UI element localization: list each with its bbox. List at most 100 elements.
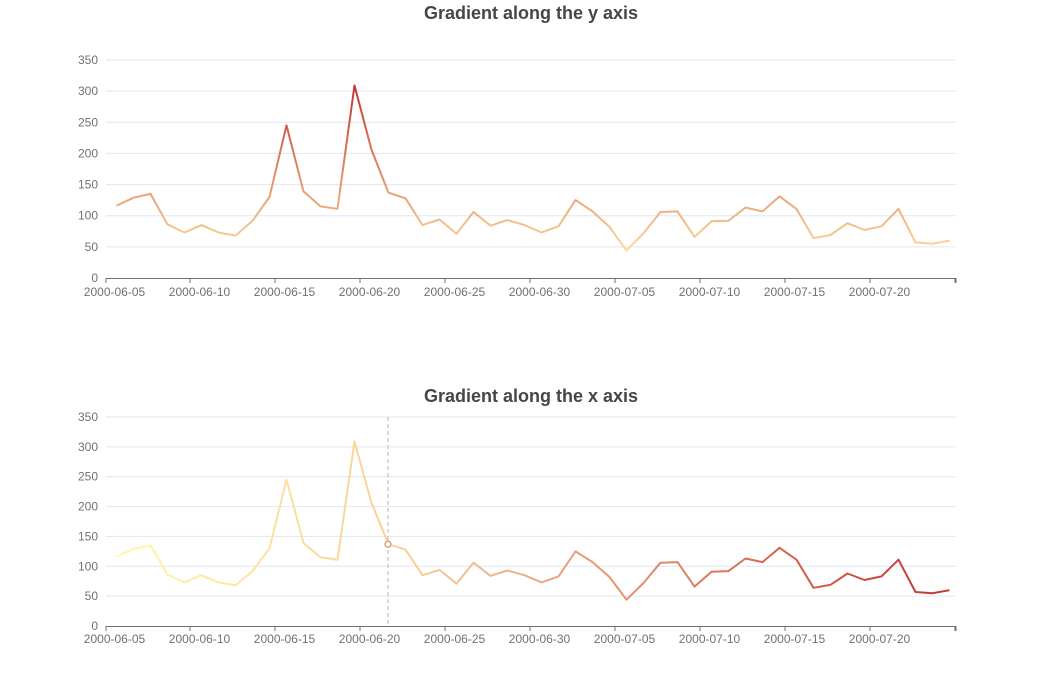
data-point[interactable] xyxy=(165,572,171,578)
data-point[interactable] xyxy=(930,241,936,247)
data-point[interactable] xyxy=(777,545,783,551)
data-point[interactable] xyxy=(505,567,511,573)
data-point[interactable] xyxy=(556,573,562,579)
series-line[interactable] xyxy=(114,83,953,254)
data-point[interactable] xyxy=(420,222,426,228)
series-polyline[interactable] xyxy=(116,440,950,601)
data-point[interactable] xyxy=(624,248,630,254)
data-point[interactable] xyxy=(454,581,460,587)
data-point[interactable] xyxy=(335,557,341,563)
data-point[interactable] xyxy=(437,567,443,573)
data-point[interactable] xyxy=(930,590,936,596)
data-point[interactable] xyxy=(760,208,766,214)
data-point[interactable] xyxy=(420,572,426,578)
data-point[interactable] xyxy=(250,568,256,574)
data-point[interactable] xyxy=(267,194,273,200)
data-point[interactable] xyxy=(573,548,579,554)
data-point[interactable] xyxy=(505,217,511,223)
data-point[interactable] xyxy=(658,209,664,215)
data-point[interactable] xyxy=(607,224,613,230)
data-point[interactable] xyxy=(488,573,494,579)
data-point[interactable] xyxy=(675,559,681,565)
data-point[interactable] xyxy=(522,222,528,228)
data-point[interactable] xyxy=(862,577,868,583)
data-point[interactable] xyxy=(522,572,528,578)
data-point[interactable] xyxy=(692,234,698,240)
data-point[interactable] xyxy=(386,190,392,196)
data-point[interactable] xyxy=(148,191,154,197)
data-point[interactable] xyxy=(199,572,205,578)
data-point[interactable] xyxy=(896,206,902,212)
data-point[interactable] xyxy=(590,208,596,214)
data-point[interactable] xyxy=(590,559,596,565)
data-point[interactable] xyxy=(403,547,409,553)
data-point[interactable] xyxy=(199,222,205,228)
data-point[interactable] xyxy=(709,218,715,224)
data-point[interactable] xyxy=(335,206,341,212)
data-point[interactable] xyxy=(709,569,715,575)
data-point[interactable] xyxy=(318,203,324,209)
data-point[interactable] xyxy=(607,574,613,580)
data-point[interactable] xyxy=(488,223,494,229)
data-point[interactable] xyxy=(267,545,273,551)
data-point[interactable] xyxy=(913,239,919,245)
data-point[interactable] xyxy=(675,208,681,214)
data-point[interactable] xyxy=(403,195,409,201)
data-point[interactable] xyxy=(879,223,885,229)
data-point[interactable] xyxy=(233,582,239,588)
data-point[interactable] xyxy=(794,206,800,212)
data-point[interactable] xyxy=(743,556,749,562)
data-point[interactable] xyxy=(454,231,460,237)
data-point[interactable] xyxy=(624,597,630,603)
data-point[interactable] xyxy=(862,227,868,233)
data-point[interactable] xyxy=(692,584,698,590)
data-point[interactable] xyxy=(250,218,256,224)
data-point[interactable] xyxy=(777,193,783,199)
data-point[interactable] xyxy=(726,218,732,224)
data-point[interactable] xyxy=(114,554,120,560)
data-point[interactable] xyxy=(233,233,239,239)
data-point[interactable] xyxy=(352,438,358,444)
data-point[interactable] xyxy=(471,209,477,215)
data-point[interactable] xyxy=(165,221,171,227)
data-point[interactable] xyxy=(726,568,732,574)
data-point[interactable] xyxy=(845,570,851,576)
data-point[interactable] xyxy=(301,540,307,546)
data-point[interactable] xyxy=(947,238,953,244)
data-point[interactable] xyxy=(879,573,885,579)
data-point[interactable] xyxy=(216,230,222,236)
data-point[interactable] xyxy=(284,477,290,483)
data-point[interactable] xyxy=(539,579,545,585)
data-point[interactable] xyxy=(352,83,358,89)
data-point[interactable] xyxy=(471,560,477,566)
data-point[interactable] xyxy=(913,589,919,595)
data-point[interactable] xyxy=(131,546,137,552)
data-point[interactable] xyxy=(437,216,443,222)
data-point[interactable] xyxy=(148,542,154,548)
data-point[interactable] xyxy=(369,147,375,153)
data-point[interactable] xyxy=(845,220,851,226)
data-point[interactable] xyxy=(641,580,647,586)
data-point[interactable] xyxy=(131,195,137,201)
data-point[interactable] xyxy=(794,557,800,563)
data-point[interactable] xyxy=(811,235,817,241)
data-point[interactable] xyxy=(539,230,545,236)
data-point[interactable] xyxy=(896,557,902,563)
data-point[interactable] xyxy=(284,122,290,128)
data-point[interactable] xyxy=(760,559,766,565)
data-point[interactable] xyxy=(301,188,307,194)
data-point[interactable] xyxy=(658,560,664,566)
data-point[interactable] xyxy=(216,579,222,585)
data-point[interactable] xyxy=(828,582,834,588)
data-point[interactable] xyxy=(743,205,749,211)
data-point[interactable] xyxy=(318,554,324,560)
data-point[interactable] xyxy=(573,197,579,203)
data-point[interactable] xyxy=(947,587,953,593)
series-polyline[interactable] xyxy=(116,84,950,252)
data-point[interactable] xyxy=(556,223,562,229)
data-point[interactable] xyxy=(811,585,817,591)
data-point[interactable] xyxy=(182,230,188,236)
data-point[interactable] xyxy=(182,579,188,585)
data-point[interactable] xyxy=(641,230,647,236)
data-point[interactable] xyxy=(828,232,834,238)
